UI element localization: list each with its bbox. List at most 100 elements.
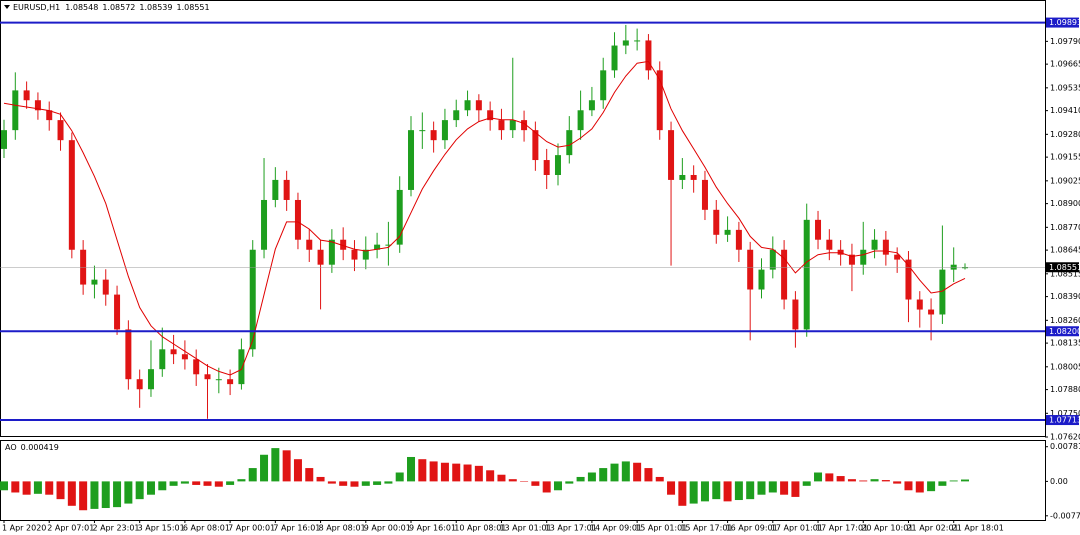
ao-bar bbox=[723, 481, 732, 502]
candle-body bbox=[238, 349, 245, 385]
candle-body bbox=[848, 254, 855, 265]
candle-body bbox=[588, 100, 595, 111]
ao-bar bbox=[915, 481, 924, 493]
candle-body bbox=[136, 379, 143, 390]
ao-bar bbox=[667, 481, 676, 495]
symbol: EURUSD,H1 bbox=[13, 3, 60, 12]
candle-body bbox=[645, 40, 652, 71]
ao-bar bbox=[870, 479, 879, 482]
candle-body bbox=[837, 249, 844, 255]
ao-bar bbox=[780, 481, 789, 495]
ao-bar bbox=[700, 481, 709, 502]
candle-body bbox=[962, 267, 968, 269]
ao-bar bbox=[192, 481, 201, 485]
candle-body bbox=[792, 299, 799, 330]
ao-bar bbox=[689, 481, 698, 504]
candle-body bbox=[317, 249, 324, 265]
candle-body bbox=[419, 130, 426, 132]
ao-bar bbox=[440, 462, 449, 482]
candle-body bbox=[464, 100, 471, 111]
y-tick-label: 1.09790 bbox=[1050, 37, 1080, 46]
candle-body bbox=[769, 249, 776, 270]
ao-bar bbox=[361, 481, 370, 486]
x-tick-label: 20 Apr 10:01 bbox=[861, 524, 913, 533]
ao-bar bbox=[961, 479, 969, 482]
candle-body bbox=[34, 100, 41, 111]
ao-bar bbox=[158, 481, 167, 491]
high: 1.08572 bbox=[102, 3, 135, 12]
indicator-tick-label: 0.00 bbox=[1050, 477, 1068, 486]
x-tick-label: 9 Apr 16:01 bbox=[409, 524, 456, 533]
ao-bar bbox=[33, 481, 42, 494]
indicator-tick-label: 0.007814 bbox=[1050, 442, 1080, 451]
indicator-name: AO bbox=[5, 443, 17, 452]
ao-bar bbox=[486, 470, 495, 482]
ao-bar bbox=[282, 450, 291, 482]
candle-body bbox=[826, 239, 833, 250]
candle-body bbox=[566, 130, 573, 156]
x-tick-label: 10 Apr 08:01 bbox=[454, 524, 506, 533]
ao-bar bbox=[395, 472, 404, 482]
candle-body bbox=[600, 70, 607, 101]
candle-body bbox=[249, 249, 256, 350]
x-tick-label: 7 Apr 16:01 bbox=[273, 524, 320, 533]
low: 1.08539 bbox=[139, 3, 172, 12]
x-tick-label: 2 Apr 23:01 bbox=[92, 524, 139, 533]
ao-bar bbox=[67, 481, 76, 506]
candle-body bbox=[125, 329, 132, 380]
x-tick-label: 2 Apr 07:01 bbox=[47, 524, 94, 533]
x-tick-label: 21 Apr 02:01 bbox=[906, 524, 958, 533]
y-tick-label: 1.09025 bbox=[1050, 176, 1080, 185]
ao-bar bbox=[327, 481, 336, 484]
candle-body bbox=[294, 199, 301, 240]
ao-bar bbox=[237, 479, 246, 482]
ao-bar bbox=[271, 448, 280, 482]
menu-arrow[interactable] bbox=[4, 5, 10, 9]
ao-bar bbox=[90, 481, 99, 509]
candle-body bbox=[408, 130, 415, 190]
ao-bar bbox=[418, 459, 427, 482]
y-tick-label: 1.08260 bbox=[1050, 316, 1080, 325]
ao-bar bbox=[350, 481, 359, 487]
ao-bar bbox=[768, 481, 777, 493]
chart-header: EURUSD,H1 1.08548 1.08572 1.08539 1.08551 bbox=[13, 3, 210, 12]
candle-body bbox=[724, 229, 731, 235]
level-label: 1.09893 bbox=[1049, 18, 1080, 27]
ao-bar bbox=[678, 481, 687, 506]
y-tick-label: 1.08390 bbox=[1050, 292, 1080, 301]
candle-body bbox=[815, 219, 822, 240]
candle-body bbox=[498, 120, 505, 131]
candle-body bbox=[713, 209, 720, 235]
y-tick-label: 1.09665 bbox=[1050, 60, 1080, 69]
ao-bar bbox=[881, 480, 890, 482]
ao-bar bbox=[644, 468, 653, 482]
candle-body bbox=[735, 229, 742, 250]
candle-body bbox=[475, 100, 482, 111]
ao-bar bbox=[949, 480, 958, 482]
ao-bar bbox=[520, 481, 529, 482]
candle-body bbox=[679, 174, 686, 180]
ao-bar bbox=[859, 480, 868, 482]
x-tick-label: 16 Apr 09:01 bbox=[726, 524, 778, 533]
candle-body bbox=[882, 239, 889, 255]
x-tick-label: 17 Apr 01:01 bbox=[771, 524, 823, 533]
ao-bar bbox=[531, 481, 540, 486]
y-tick-label: 1.08005 bbox=[1050, 362, 1080, 371]
candle-body bbox=[634, 40, 641, 42]
ao-bar bbox=[56, 481, 65, 500]
ao-bar bbox=[22, 481, 31, 495]
indicator-value: 0.000419 bbox=[21, 443, 59, 452]
candle-body bbox=[362, 249, 369, 260]
candle-body bbox=[577, 110, 584, 131]
candle-body bbox=[521, 120, 528, 131]
candle-body bbox=[306, 239, 313, 250]
candle-body bbox=[328, 239, 335, 265]
candle-body bbox=[12, 90, 19, 131]
ao-bar bbox=[553, 481, 562, 491]
level-label: 1.07713 bbox=[1049, 416, 1080, 425]
ao-bar bbox=[135, 481, 144, 500]
candle-body bbox=[272, 179, 279, 200]
ao-bar bbox=[836, 476, 845, 482]
y-tick-label: 1.09155 bbox=[1050, 153, 1080, 162]
y-tick-label: 1.08645 bbox=[1050, 246, 1080, 255]
